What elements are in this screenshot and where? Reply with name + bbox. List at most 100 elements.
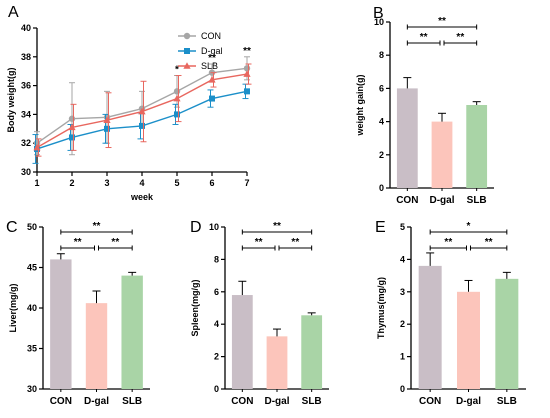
data-point bbox=[33, 143, 41, 151]
x-tick-label: D-gal bbox=[430, 195, 455, 206]
data-point bbox=[104, 125, 110, 132]
data-point bbox=[174, 111, 180, 118]
y-tick-label: 6 bbox=[214, 287, 219, 297]
significance-mark: ** bbox=[255, 237, 263, 248]
x-tick-label: 2 bbox=[69, 178, 74, 188]
significance-mark: ** bbox=[208, 53, 216, 64]
x-tick-label: 7 bbox=[244, 178, 249, 188]
y-tick-label: 0 bbox=[379, 183, 384, 193]
y-tick-label: 30 bbox=[21, 167, 31, 177]
significance-mark: ** bbox=[93, 221, 101, 232]
significance-mark: ** bbox=[291, 237, 299, 248]
y-tick-label: 3 bbox=[400, 287, 405, 297]
x-tick-label: SLB bbox=[497, 396, 517, 407]
y-axis-title: Body weight(g) bbox=[6, 68, 16, 133]
data-point bbox=[244, 88, 250, 95]
bar-d-gal bbox=[85, 303, 108, 389]
y-tick-label: 30 bbox=[27, 384, 37, 394]
y-tick-label: 6 bbox=[379, 83, 384, 93]
panel-letter: E bbox=[375, 219, 386, 236]
y-tick-label: 2 bbox=[214, 352, 219, 362]
y-tick-label: 35 bbox=[27, 344, 37, 354]
x-tick-label: CON bbox=[231, 396, 253, 407]
bar-d-gal bbox=[457, 291, 480, 389]
significance-mark: ** bbox=[420, 32, 428, 43]
y-tick-label: 50 bbox=[27, 222, 37, 232]
x-tick-label: D-gal bbox=[84, 396, 109, 407]
x-tick-label: CON bbox=[396, 195, 418, 206]
data-point bbox=[243, 70, 251, 77]
series-slb bbox=[33, 63, 252, 157]
y-tick-label: 38 bbox=[21, 52, 31, 62]
y-tick-label: 40 bbox=[27, 303, 37, 313]
x-tick-label: D-gal bbox=[265, 396, 290, 407]
panel-letter: A bbox=[8, 4, 19, 21]
data-point bbox=[209, 95, 215, 102]
legend-label: CON bbox=[201, 31, 221, 41]
y-tick-label: 2 bbox=[400, 319, 405, 329]
bar-d-gal bbox=[431, 121, 453, 188]
y-tick-label: 32 bbox=[21, 138, 31, 148]
y-tick-label: 5 bbox=[400, 222, 405, 232]
significance-mark: * bbox=[467, 221, 471, 232]
series-d-gal bbox=[32, 83, 250, 164]
x-tick-label: 5 bbox=[174, 178, 179, 188]
x-tick-label: SLB bbox=[467, 195, 487, 206]
bar-slb bbox=[495, 278, 519, 389]
data-point bbox=[173, 94, 181, 102]
legend: CON D-gal SLB bbox=[178, 31, 223, 71]
data-point bbox=[68, 123, 76, 131]
x-tick-label: 3 bbox=[104, 178, 109, 188]
x-axis-title: week bbox=[130, 192, 154, 202]
panel-d-bar-chart: D 0 2 4 6 8 10 CON D-gal SLB Spleen(mg/g) ** ** ** bbox=[190, 219, 329, 407]
legend-marker bbox=[183, 32, 191, 40]
y-tick-label: 2 bbox=[379, 150, 384, 160]
data-point bbox=[103, 116, 111, 123]
significance-mark: ** bbox=[456, 32, 464, 43]
significance-mark: ** bbox=[485, 237, 493, 248]
significance-mark: ** bbox=[444, 237, 452, 248]
bar-con bbox=[396, 88, 418, 188]
y-axis-title: weight gain(g) bbox=[355, 75, 365, 137]
x-tick-label: SLB bbox=[302, 396, 322, 407]
y-tick-label: 8 bbox=[214, 254, 219, 264]
y-tick-label: 45 bbox=[27, 263, 37, 273]
bar-con bbox=[418, 265, 442, 389]
x-tick-label: SLB bbox=[122, 396, 142, 407]
y-axis-title: Thymus(mg/g) bbox=[376, 277, 386, 339]
significance-mark: ** bbox=[111, 237, 119, 248]
y-tick-label: 10 bbox=[374, 17, 384, 27]
legend-marker bbox=[184, 48, 190, 54]
bar-d-gal bbox=[266, 336, 288, 389]
significance-mark: ** bbox=[243, 46, 251, 57]
legend-label: SLB bbox=[201, 61, 218, 71]
bar-slb bbox=[121, 275, 143, 389]
y-tick-label: 4 bbox=[214, 319, 219, 329]
bar-con bbox=[50, 259, 72, 389]
y-tick-label: 4 bbox=[400, 254, 405, 264]
y-tick-label: 0 bbox=[400, 384, 405, 394]
data-point bbox=[208, 76, 216, 83]
bar-slb bbox=[466, 105, 488, 188]
bar-con bbox=[231, 295, 253, 389]
panel-c-bar-chart: C 30 35 40 45 50 CON D-gal SLB Liver(mg/g) ** ** ** bbox=[6, 219, 150, 407]
significance-mark: ** bbox=[273, 221, 281, 232]
x-tick-label: 4 bbox=[139, 178, 144, 188]
data-point bbox=[138, 107, 146, 115]
y-axis-title: Spleen(mg/g) bbox=[190, 279, 200, 336]
y-tick-label: 0 bbox=[214, 384, 219, 394]
data-point bbox=[139, 122, 145, 129]
data-point bbox=[69, 134, 75, 141]
significance-mark: ** bbox=[74, 237, 82, 248]
y-tick-label: 1 bbox=[400, 352, 405, 362]
legend-marker bbox=[183, 62, 191, 69]
y-axis-title: Liver(mg/g) bbox=[8, 283, 18, 332]
y-tick-label: 36 bbox=[21, 81, 31, 91]
x-tick-label: CON bbox=[50, 396, 72, 407]
x-tick-label: CON bbox=[419, 396, 441, 407]
y-tick-label: 4 bbox=[379, 117, 384, 127]
panel-letter: B bbox=[373, 5, 384, 22]
y-tick-label: 40 bbox=[21, 23, 31, 33]
x-tick-label: 1 bbox=[34, 178, 39, 188]
data-point bbox=[68, 115, 76, 122]
